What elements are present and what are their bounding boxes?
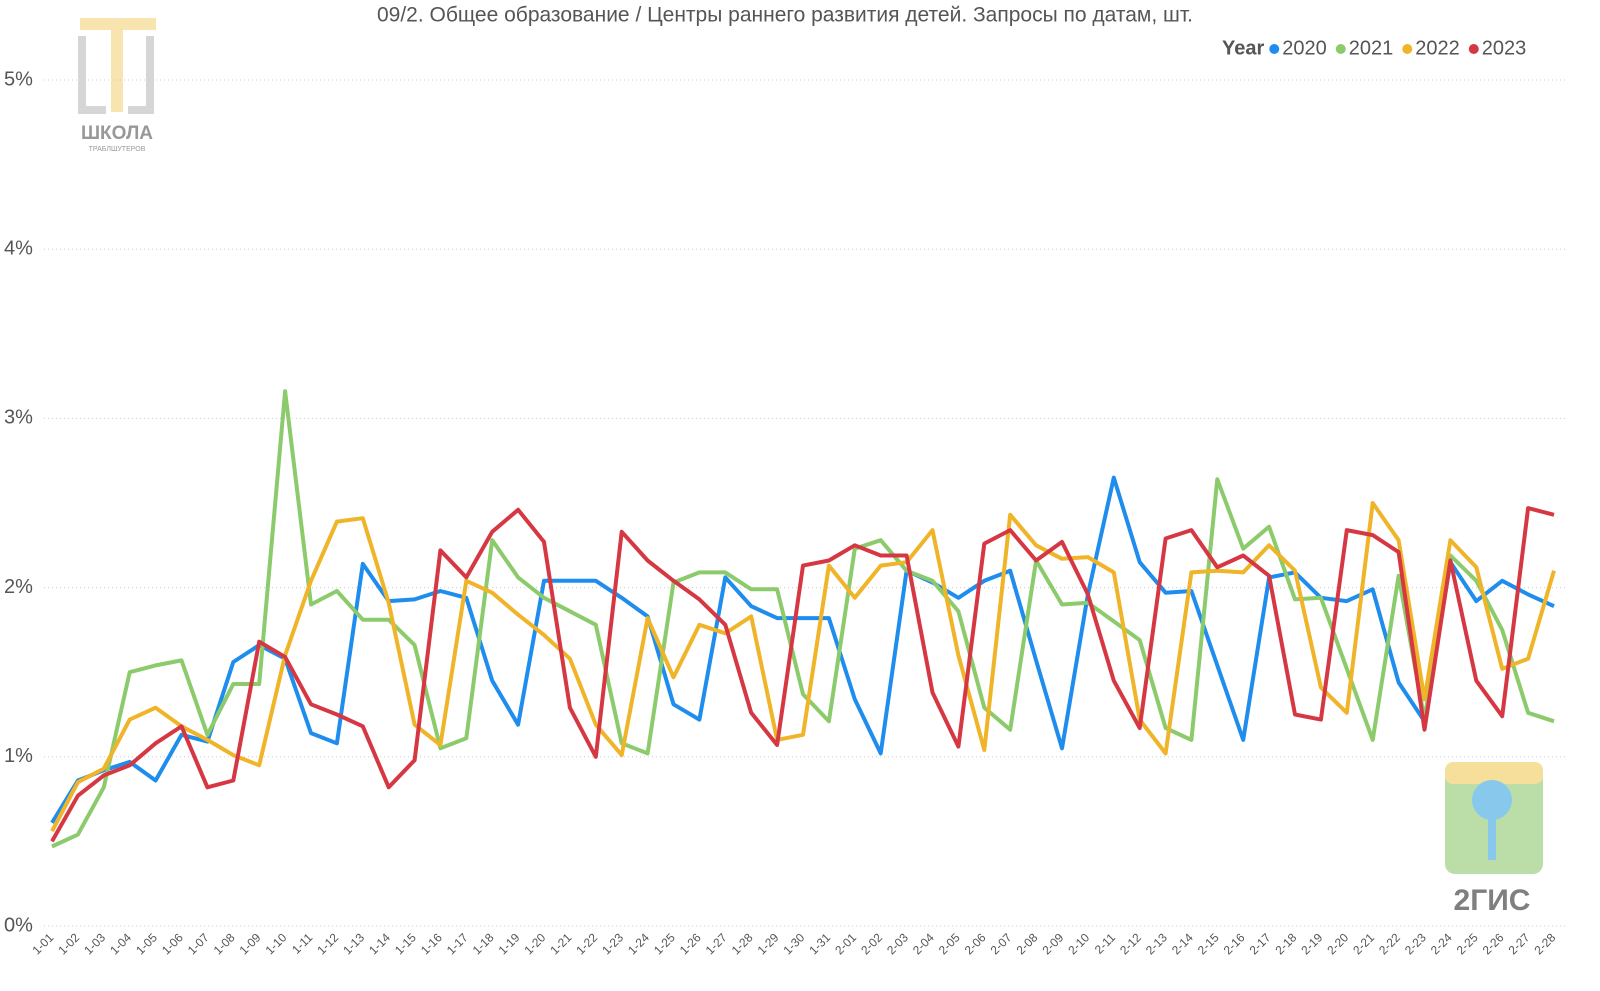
logo-text: ШКОЛА — [81, 123, 153, 144]
school-logo: ШКОЛА ТРАБЛШУТЕРОВ — [78, 18, 156, 153]
legend-label: 2020 — [1282, 37, 1327, 59]
x-tick-label: 2-25 — [1454, 930, 1481, 957]
x-tick-label: 2-11 — [1092, 930, 1118, 956]
x-tick-label: 2-09 — [1039, 930, 1066, 957]
y-tick-label: 2% — [4, 576, 33, 598]
x-tick-label: 1-22 — [573, 930, 600, 957]
x-tick-label: 1-21 — [547, 930, 574, 957]
x-tick-label: 2-18 — [1273, 930, 1300, 957]
x-tick-label: 1-24 — [625, 930, 652, 957]
gis-icon-circle — [1472, 780, 1512, 820]
legend-label: 2023 — [1482, 37, 1527, 59]
x-tick-label: 2-01 — [832, 930, 859, 957]
x-tick-label: 1-08 — [211, 930, 238, 957]
x-tick-label: 2-22 — [1376, 930, 1403, 957]
x-tick-label: 1-25 — [651, 930, 678, 957]
x-tick-label: 2-02 — [858, 930, 885, 957]
x-tick-label: 1-26 — [677, 930, 704, 957]
logo-subtext: ТРАБЛШУТЕРОВ — [89, 146, 146, 153]
x-tick-label: 2-05 — [936, 930, 963, 957]
x-tick-label: 1-03 — [81, 930, 108, 957]
logo-bar — [111, 30, 123, 112]
legend-title: Year — [1222, 37, 1264, 59]
x-tick-label: 2-21 — [1350, 930, 1377, 957]
legend-label: 2022 — [1415, 37, 1460, 59]
x-tick-label: 1-14 — [366, 930, 393, 957]
x-tick-label: 1-19 — [496, 930, 523, 957]
x-tick-label: 1-28 — [729, 930, 756, 957]
x-tick-label: 1-11 — [289, 930, 315, 956]
y-tick-label: 0% — [4, 914, 33, 936]
x-tick-label: 2-16 — [1221, 930, 1248, 957]
series-line — [51, 389, 1555, 849]
x-tick-label: 2-23 — [1402, 930, 1429, 957]
x-tick-label: 2-03 — [884, 930, 911, 957]
series-line — [50, 501, 1556, 833]
x-tick-label: 1-07 — [185, 930, 212, 957]
x-tick-label: 2-19 — [1298, 930, 1325, 957]
x-tick-label: 1-05 — [133, 930, 160, 957]
y-tick-label: 1% — [4, 745, 33, 767]
x-tick-label: 2-20 — [1324, 930, 1351, 957]
y-tick-label: 5% — [4, 68, 33, 90]
x-tick-label: 1-06 — [159, 930, 186, 957]
x-tick-label: 1-12 — [314, 930, 341, 957]
x-tick-label: 2-26 — [1480, 930, 1507, 957]
legend: Year 2020 2021 2022 2023 — [1222, 37, 1526, 59]
x-tick-label: 2-13 — [1143, 930, 1170, 957]
x-tick-label: 1-30 — [780, 930, 807, 957]
x-tick-label: 2-12 — [1117, 930, 1144, 957]
x-tick-label: 2-08 — [1014, 930, 1041, 957]
x-tick-label: 2-24 — [1428, 930, 1455, 957]
x-tick-label: 2-15 — [1195, 930, 1222, 957]
x-tick-label: 1-29 — [755, 930, 782, 957]
gis-text: 2ГИС — [1454, 884, 1531, 917]
x-tick-label: 2-17 — [1247, 930, 1274, 957]
x-tick-label: 2-04 — [910, 930, 937, 957]
x-tick-label: 1-27 — [703, 930, 730, 957]
legend-marker — [1269, 44, 1280, 54]
x-tick-label: 1-10 — [263, 930, 290, 957]
x-tick-label: 1-01 — [29, 930, 56, 957]
x-tick-label: 2-27 — [1506, 930, 1533, 957]
x-tick-label: 2-28 — [1531, 930, 1558, 957]
x-tick-label: 1-02 — [55, 930, 82, 957]
legend-label: 2021 — [1349, 37, 1394, 59]
gis-icon-stem — [1488, 815, 1496, 860]
x-tick-label: 1-18 — [470, 930, 497, 957]
y-tick-label: 4% — [4, 237, 33, 259]
x-tick-label: 1-23 — [599, 930, 626, 957]
chart-title: 09/2. Общее образование / Центры раннего… — [377, 4, 1193, 27]
x-tick-label: 1-20 — [522, 930, 549, 957]
legend-marker — [1402, 44, 1413, 54]
legend-marker — [1335, 44, 1346, 54]
x-tick-label: 1-17 — [444, 930, 471, 957]
series-line — [50, 506, 1555, 843]
x-tick-label: 2-06 — [962, 930, 989, 957]
gis-logo: 2ГИС — [1445, 762, 1543, 917]
gis-icon-top — [1445, 762, 1543, 784]
series-line — [50, 475, 1555, 824]
x-tick-label: 1-09 — [237, 930, 264, 957]
x-tick-label: 1-15 — [392, 930, 419, 957]
x-tick-label: 1-16 — [418, 930, 445, 957]
x-tick-label: 2-10 — [1065, 930, 1092, 957]
x-tick-label: 1-04 — [107, 930, 134, 957]
logo-bar — [80, 18, 156, 30]
x-tick-label: 2-14 — [1169, 930, 1196, 957]
y-tick-label: 3% — [4, 407, 33, 429]
x-tick-label: 1-31 — [806, 930, 833, 957]
logo-frame — [78, 36, 154, 114]
x-tick-label: 2-07 — [988, 930, 1015, 957]
x-tick-label: 1-13 — [340, 930, 367, 957]
legend-marker — [1468, 44, 1479, 54]
